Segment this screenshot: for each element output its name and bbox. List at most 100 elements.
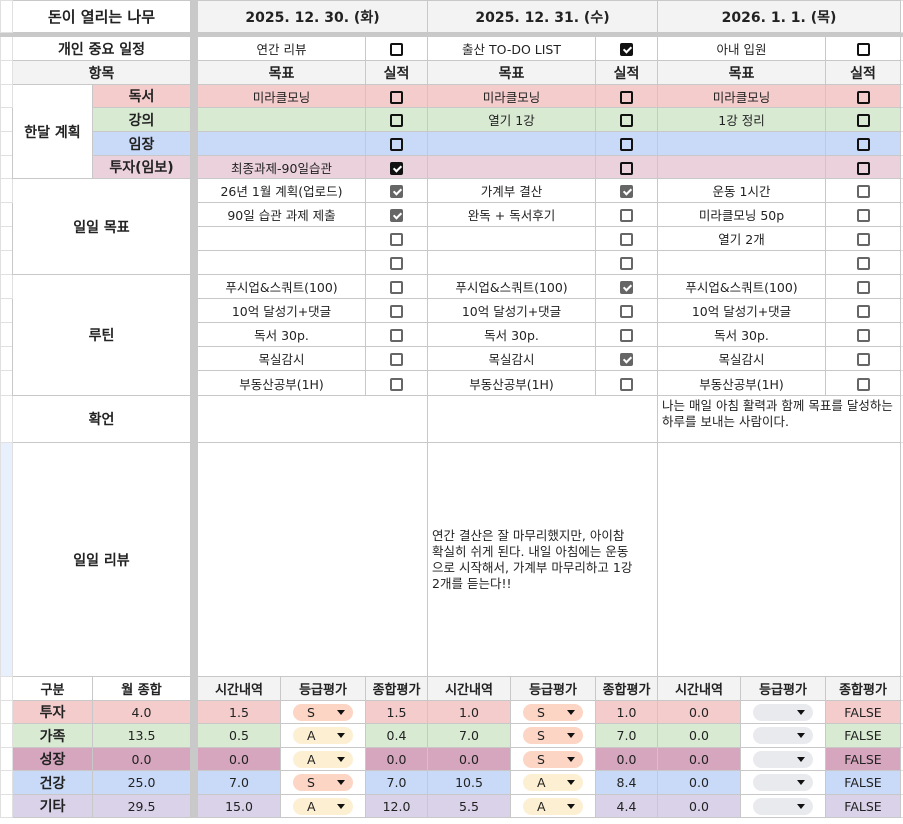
goal-checkbox[interactable] [390,233,404,246]
daily-goal[interactable]: 운동 1시간 [657,178,827,203]
routine-item[interactable]: 부동산공부(1H) [427,370,597,396]
daily-goal[interactable]: 완독 + 독서후기 [427,202,597,227]
monthly-checkbox[interactable] [390,161,404,175]
dropdown-arrow-icon[interactable] [797,733,805,738]
dropdown-arrow-icon[interactable] [337,733,345,738]
routine-checkbox[interactable] [620,329,634,342]
grade-dropdown[interactable]: A [293,727,353,744]
goal-checkbox[interactable] [856,233,870,246]
dropdown-arrow-icon[interactable] [797,780,805,785]
grade-dropdown[interactable]: S [523,750,583,768]
dropdown-arrow-icon[interactable] [337,780,345,785]
dropdown-arrow-icon[interactable] [567,780,575,785]
goal-checkbox[interactable] [620,233,634,246]
affirmation-cell[interactable]: 나는 매일 아침 활력과 함께 목표를 달성하는 하루를 보내는 사람이다. [657,395,902,443]
routine-item[interactable]: 목실감시 [657,346,827,371]
monthly-goal[interactable] [197,107,367,132]
dropdown-arrow-icon[interactable] [337,803,345,809]
grade-dropdown[interactable]: S [293,703,353,721]
dropdown-arrow-icon[interactable] [797,803,805,809]
grade-dropdown[interactable]: A [293,750,353,768]
grade-dropdown[interactable]: A [523,774,583,791]
monthly-goal[interactable] [657,131,827,156]
important-checkbox[interactable] [620,43,634,56]
monthly-checkbox[interactable] [856,138,870,151]
routine-checkbox[interactable] [856,377,870,391]
dropdown-arrow-icon[interactable] [797,756,805,762]
monthly-goal[interactable]: 최종과제-90일습관 [197,155,367,179]
review-cell[interactable] [657,442,902,677]
routine-checkbox[interactable] [856,305,870,318]
daily-goal[interactable]: 열기 2개 [657,226,827,251]
review-cell[interactable] [197,442,429,677]
daily-goal[interactable] [427,250,597,275]
dropdown-arrow-icon[interactable] [567,709,575,715]
routine-item[interactable]: 목실감시 [197,346,367,371]
goal-checkbox[interactable] [856,185,870,198]
daily-goal[interactable] [197,250,367,275]
routine-checkbox[interactable] [390,329,404,342]
goal-checkbox[interactable] [390,257,404,270]
routine-checkbox[interactable] [856,281,870,294]
routine-item[interactable]: 푸시업&스쿼트(100) [657,274,827,299]
goal-checkbox[interactable] [856,209,870,222]
grade-dropdown[interactable]: S [523,703,583,721]
dropdown-arrow-icon[interactable] [337,756,345,762]
affirmation-cell[interactable] [197,395,429,443]
dropdown-arrow-icon[interactable] [567,756,575,762]
routine-checkbox[interactable] [390,281,404,294]
routine-item[interactable]: 10억 달성기+댓글 [657,298,827,323]
dropdown-arrow-icon[interactable] [567,733,575,738]
routine-checkbox[interactable] [856,353,870,366]
routine-item[interactable]: 10억 달성기+댓글 [197,298,367,323]
daily-goal[interactable]: 90일 습관 과제 제출 [197,202,367,227]
routine-checkbox[interactable] [390,353,404,366]
daily-goal[interactable] [427,226,597,251]
routine-checkbox[interactable] [856,329,870,342]
grade-dropdown[interactable]: A [523,797,583,815]
routine-checkbox[interactable] [390,377,404,391]
important-schedule[interactable]: 연간 리뷰 [197,36,367,61]
important-schedule[interactable]: 출산 TO-DO LIST [427,36,597,61]
monthly-checkbox[interactable] [620,90,634,104]
monthly-checkbox[interactable] [390,90,404,104]
routine-item[interactable]: 푸시업&스쿼트(100) [197,274,367,299]
daily-goal[interactable]: 미라클모닝 50p [657,202,827,227]
monthly-goal[interactable] [197,131,367,156]
monthly-checkbox[interactable] [856,161,870,175]
daily-goal[interactable] [197,226,367,251]
monthly-goal[interactable]: 열기 1강 [427,107,597,132]
monthly-goal[interactable] [427,131,597,156]
important-schedule[interactable]: 아내 입원 [657,36,827,61]
monthly-goal[interactable] [427,155,597,179]
routine-item[interactable]: 목실감시 [427,346,597,371]
routine-checkbox[interactable] [620,353,634,366]
grade-dropdown[interactable] [753,750,813,768]
monthly-checkbox[interactable] [856,114,870,127]
grade-dropdown[interactable]: S [523,727,583,744]
routine-item[interactable]: 독서 30p. [197,322,367,347]
routine-checkbox[interactable] [390,305,404,318]
routine-item[interactable]: 독서 30p. [657,322,827,347]
daily-goal[interactable] [657,250,827,275]
routine-item[interactable]: 푸시업&스쿼트(100) [427,274,597,299]
monthly-checkbox[interactable] [390,114,404,127]
goal-checkbox[interactable] [856,257,870,270]
monthly-goal[interactable]: 1강 정리 [657,107,827,132]
goal-checkbox[interactable] [620,209,634,222]
important-checkbox[interactable] [390,43,404,56]
routine-checkbox[interactable] [620,281,634,294]
monthly-goal[interactable]: 미라클모닝 [427,84,597,108]
goal-checkbox[interactable] [390,209,404,222]
routine-item[interactable]: 부동산공부(1H) [197,370,367,396]
monthly-goal[interactable]: 미라클모닝 [197,84,367,108]
dropdown-arrow-icon[interactable] [337,709,345,715]
monthly-checkbox[interactable] [856,90,870,104]
important-checkbox[interactable] [856,43,870,56]
daily-goal[interactable]: 가계부 결산 [427,178,597,203]
monthly-checkbox[interactable] [620,161,634,175]
grade-dropdown[interactable] [753,774,813,791]
routine-item[interactable]: 10억 달성기+댓글 [427,298,597,323]
goal-checkbox[interactable] [620,257,634,270]
grade-dropdown[interactable]: S [293,774,353,791]
